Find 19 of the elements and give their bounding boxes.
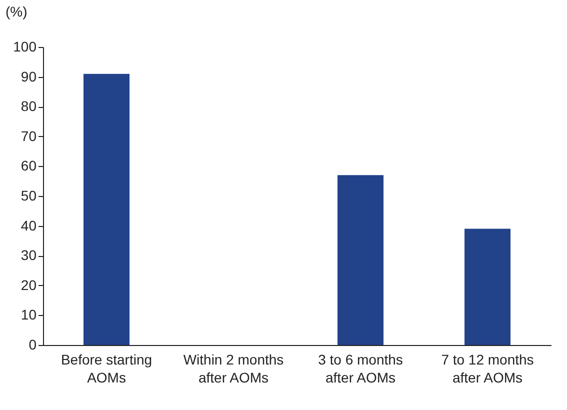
y-tick-label: 100 [13,38,37,54]
y-tick-label: 70 [20,128,37,144]
bar [464,228,510,345]
y-tick-label: 20 [20,276,37,293]
x-tick-label: 3 to 6 months after AOMs [318,352,403,386]
y-axis-title: (%) [6,4,28,20]
y-tick-label: 50 [20,188,37,204]
bar [338,175,384,345]
y-tick-label: 80 [20,98,37,114]
y-tick-label: 0 [28,336,37,352]
x-tick-label: Within 2 months after AOMs [183,352,284,386]
y-tick-label: 10 [20,306,37,323]
y-tick-label: 60 [20,158,37,174]
y-tick-label: 40 [20,217,37,234]
y-tick-label: 90 [20,68,37,84]
x-tick-label: 7 to 12 months after AOMs [441,352,534,386]
y-tick-label: 30 [20,247,37,264]
x-tick-label: Before starting AOMs [60,352,152,386]
bar [84,74,130,345]
